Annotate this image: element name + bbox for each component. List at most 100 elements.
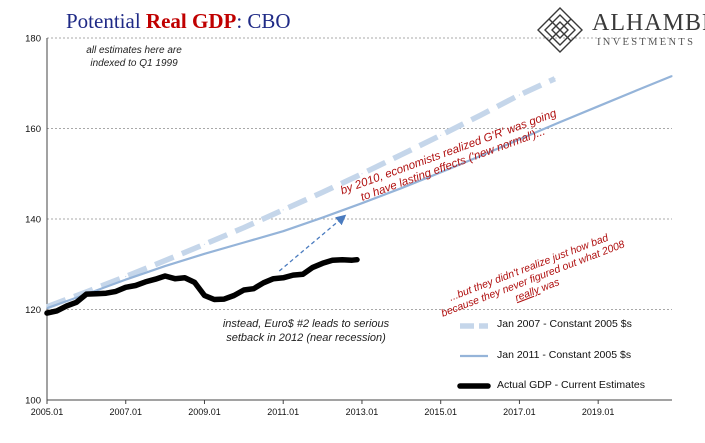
title-highlight: Real GDP bbox=[145, 9, 237, 33]
series-actual-gdp-point bbox=[213, 298, 215, 301]
series-jan2007-point bbox=[361, 173, 363, 175]
x-tick-label: 2007.01 bbox=[109, 407, 142, 417]
series-jan2007-point bbox=[243, 227, 245, 229]
series-jan2007-point bbox=[400, 154, 402, 156]
series-actual-gdp-point bbox=[194, 281, 196, 283]
axes bbox=[46, 38, 672, 404]
indexed-note: all estimates here are indexed to Q1 199… bbox=[74, 44, 194, 70]
y-tick-label: 160 bbox=[25, 124, 41, 135]
series-actual-gdp-point bbox=[302, 273, 304, 275]
series-actual-gdp-point bbox=[253, 288, 255, 290]
series-jan2011-point bbox=[164, 265, 166, 267]
series-actual-gdp-point bbox=[233, 294, 235, 297]
series-actual-gdp-point bbox=[66, 305, 68, 307]
series-actual-gdp-point bbox=[282, 277, 284, 279]
legend-label-actual: Actual GDP - Current Estimates bbox=[497, 379, 646, 391]
series-jan2007-point bbox=[554, 78, 556, 80]
title-suffix: : CBO bbox=[236, 9, 291, 33]
series-jan2007-point bbox=[322, 191, 324, 193]
series-actual-gdp-point bbox=[272, 278, 274, 280]
page-title: Potential Real GDP: CBO bbox=[66, 9, 291, 34]
series-actual-gdp-point bbox=[75, 301, 78, 303]
series-jan2011-point bbox=[46, 307, 48, 309]
series-jan2011-point bbox=[597, 105, 599, 107]
series-actual-gdp-point bbox=[223, 298, 225, 300]
setback-note-line-1: instead, Euro$ #2 leads to serious bbox=[222, 318, 390, 330]
series-actual-gdp-point bbox=[322, 262, 324, 264]
series-actual-gdp-point bbox=[144, 281, 146, 283]
series-actual-gdp-point bbox=[135, 284, 137, 287]
series-actual-gdp-point bbox=[46, 312, 48, 314]
series-jan2007-point bbox=[479, 114, 481, 116]
series-actual-gdp-point bbox=[262, 282, 265, 284]
series-jan2007-point bbox=[440, 134, 442, 136]
series-actual-gdp-point bbox=[164, 275, 166, 277]
series-jan2007-point bbox=[282, 209, 284, 211]
y-tick-label: 120 bbox=[25, 305, 41, 316]
legend-label-jan2007: Jan 2007 - Constant 2005 $s bbox=[497, 318, 632, 330]
series-jan2007-point bbox=[125, 275, 127, 278]
series-actual-gdp-point bbox=[115, 290, 117, 292]
series-actual-gdp-point bbox=[56, 310, 58, 312]
gridlines bbox=[47, 37, 672, 401]
x-tick-label: 2009.01 bbox=[188, 407, 221, 417]
series-jan2011-point bbox=[361, 202, 363, 204]
legend-label-jan2011: Jan 2011 - Constant 2005 $s bbox=[497, 349, 632, 361]
series-jan2011-point bbox=[243, 241, 245, 244]
setback-note-line-2: setback in 2012 (near recession) bbox=[226, 332, 386, 344]
series-actual-gdp-point bbox=[312, 266, 314, 268]
series-jan2007-point bbox=[203, 243, 206, 245]
tick-labels: 100 120 140 160 180 2005.01 2007.01 2009.01 2011… bbox=[25, 34, 614, 418]
indexed-note-line-2: indexed to Q1 1999 bbox=[90, 58, 178, 69]
title-prefix: Potential bbox=[66, 9, 141, 33]
brand-subtitle: INVESTMENTS bbox=[597, 37, 696, 48]
alhambra-lattice-icon bbox=[537, 7, 583, 53]
series-jan2011-point bbox=[518, 138, 521, 140]
y-tick-label: 100 bbox=[25, 396, 41, 407]
series-jan2011-point bbox=[637, 89, 639, 91]
y-tick-label: 180 bbox=[25, 34, 41, 45]
indexed-note-line-1: all estimates here are bbox=[86, 45, 182, 56]
x-tick-label: 2019.01 bbox=[582, 407, 615, 417]
series-actual-gdp-point bbox=[95, 293, 97, 295]
series-jan2011-point bbox=[400, 187, 402, 189]
brand-name: ALHAMBRA bbox=[592, 10, 705, 36]
setback-arrow bbox=[278, 214, 347, 272]
x-tick-label: 2015.01 bbox=[424, 407, 457, 417]
series-actual-gdp-point bbox=[184, 277, 186, 279]
series-actual-gdp-point bbox=[154, 278, 156, 280]
setback-note: instead, Euro$ #2 leads to serious setba… bbox=[186, 317, 426, 345]
series-actual-gdp-point bbox=[203, 294, 206, 297]
series-actual-gdp-point bbox=[243, 289, 245, 291]
series-jan2007-point bbox=[164, 260, 166, 262]
x-tick-label: 2005.01 bbox=[31, 407, 64, 417]
series-actual-gdp-point bbox=[125, 286, 127, 288]
series-jan2011-point bbox=[479, 155, 481, 157]
series-actual-gdp-point bbox=[356, 259, 358, 261]
series-jan2011-point bbox=[282, 230, 284, 232]
x-tick-label: 2013.01 bbox=[346, 407, 379, 417]
series-jan2007-point bbox=[518, 94, 521, 96]
series-actual-gdp-point bbox=[85, 293, 87, 295]
y-tick-label: 140 bbox=[25, 215, 41, 226]
series-jan2011-point bbox=[203, 253, 206, 255]
series-actual-gdp-point bbox=[341, 259, 343, 261]
series-actual-gdp-point bbox=[105, 292, 107, 294]
series-jan2007 bbox=[46, 76, 557, 310]
x-tick-label: 2017.01 bbox=[503, 407, 536, 417]
series bbox=[44, 74, 673, 316]
series-actual-gdp-point bbox=[351, 259, 353, 261]
series-actual-gdp-point bbox=[292, 274, 294, 276]
setback-arrow-line bbox=[278, 214, 347, 272]
series-actual-gdp-point bbox=[174, 278, 176, 280]
series-jan2011-point bbox=[671, 75, 673, 77]
series-jan2011-point bbox=[440, 171, 442, 173]
series-jan2011-point bbox=[322, 217, 324, 219]
legend-swatches bbox=[457, 323, 491, 389]
series-actual-gdp-point bbox=[331, 259, 333, 261]
series-jan2011-point bbox=[125, 279, 127, 281]
x-tick-label: 2011.01 bbox=[267, 407, 299, 417]
series-jan2011-point bbox=[558, 122, 560, 124]
series-actual-gdp bbox=[44, 256, 360, 316]
